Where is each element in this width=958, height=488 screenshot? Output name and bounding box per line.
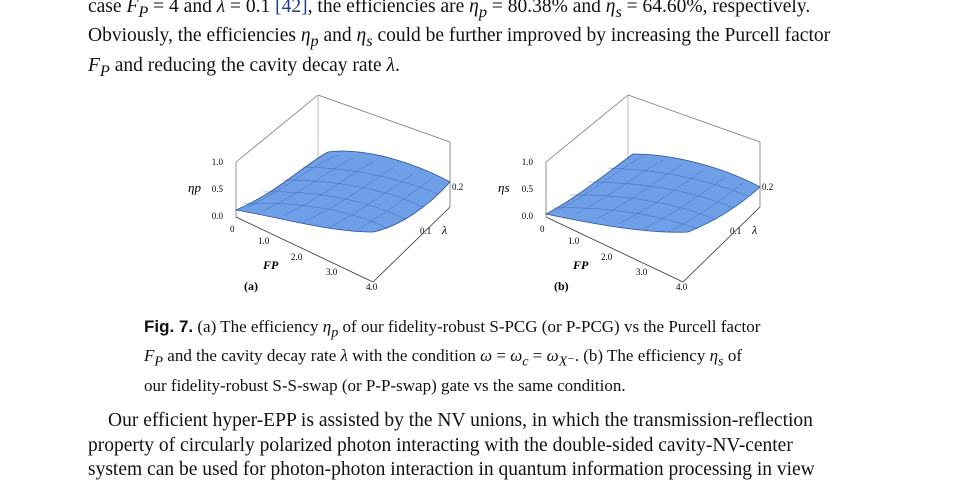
- lambda-axis-label: λ: [441, 223, 447, 237]
- z-tick: 1.0: [212, 157, 224, 167]
- lambda-tick: 0.2: [762, 182, 773, 192]
- efficiency-surface: [234, 150, 451, 233]
- surface-plot-b: 1.0 0.5 0.0 ηs 0 1.0 2.0 3.0 4.0 FP 0.2 …: [498, 94, 773, 293]
- fp-axis-label: FP: [572, 258, 589, 272]
- z-tick: 1.0: [522, 157, 534, 167]
- z-axis-label: ηp: [188, 180, 201, 195]
- lambda-tick: 0.1: [420, 226, 431, 236]
- surface-plot-a: 1.0 0.5 0.0 ηp 0 1.0 2.0 3.0 4.0 FP 0.2 …: [188, 94, 463, 293]
- paragraph-line: FP and reducing the cavity decay rate λ.: [88, 54, 400, 80]
- paragraph-line: property of circularly polarized photon …: [88, 434, 793, 456]
- paragraph-line: system can be used for photon-photon int…: [88, 459, 815, 480]
- lambda-tick: 0.2: [452, 182, 463, 192]
- fp-tick: 4.0: [676, 282, 688, 292]
- caption-line: FP and the cavity decay rate λ with the …: [144, 346, 742, 370]
- intro-paragraph: case FP = 4 and λ = 0.1 [42], the effici…: [88, 0, 878, 83]
- lambda-axis-label: λ: [751, 223, 757, 237]
- z-tick: 0.0: [212, 211, 224, 221]
- fp-tick: 3.0: [636, 267, 648, 277]
- z-tick: 0.5: [522, 184, 534, 194]
- fp-tick: 3.0: [326, 267, 338, 277]
- body-paragraph: Our efficient hyper-EPP is assisted by t…: [88, 409, 878, 483]
- panel-label: (b): [554, 279, 569, 293]
- efficiency-surface: [544, 153, 761, 233]
- fp-tick: 2.0: [601, 252, 613, 262]
- paragraph-line: Our efficient hyper-EPP is assisted by t…: [108, 410, 813, 431]
- lambda-tick: 0.1: [730, 226, 741, 236]
- fp-tick-zero: 0: [230, 224, 235, 234]
- surface-mesh: [242, 154, 439, 233]
- fp-tick: 4.0: [366, 282, 378, 292]
- panel-label: (a): [244, 279, 258, 293]
- fp-tick: 1.0: [568, 236, 580, 246]
- fp-tick-zero: 0: [540, 224, 545, 234]
- figure-label: Fig. 7.: [144, 317, 194, 336]
- fp-axis-label: FP: [262, 258, 279, 272]
- paragraph-line: case FP = 4 and λ = 0.1 [42], the effici…: [88, 0, 878, 24]
- z-tick: 0.0: [522, 211, 534, 221]
- surface-mesh: [552, 155, 749, 233]
- citation-link[interactable]: [42]: [275, 0, 308, 17]
- figure-caption: Fig. 7. (a) The efficiency ηp of our fid…: [144, 315, 824, 397]
- caption-line: our fidelity-robust S-S-swap (or P-P-swa…: [144, 375, 626, 395]
- paragraph-line: Obviously, the efficiencies ηp and ηs co…: [88, 25, 831, 51]
- caption-line: Fig. 7. (a) The efficiency ηp of our fid…: [144, 317, 761, 341]
- z-axis-label: ηs: [498, 180, 510, 195]
- z-tick: 0.5: [212, 184, 224, 194]
- plot-box: [235, 94, 451, 283]
- plot-box: [545, 94, 761, 283]
- fp-tick: 1.0: [258, 236, 270, 246]
- fp-tick: 2.0: [291, 252, 303, 262]
